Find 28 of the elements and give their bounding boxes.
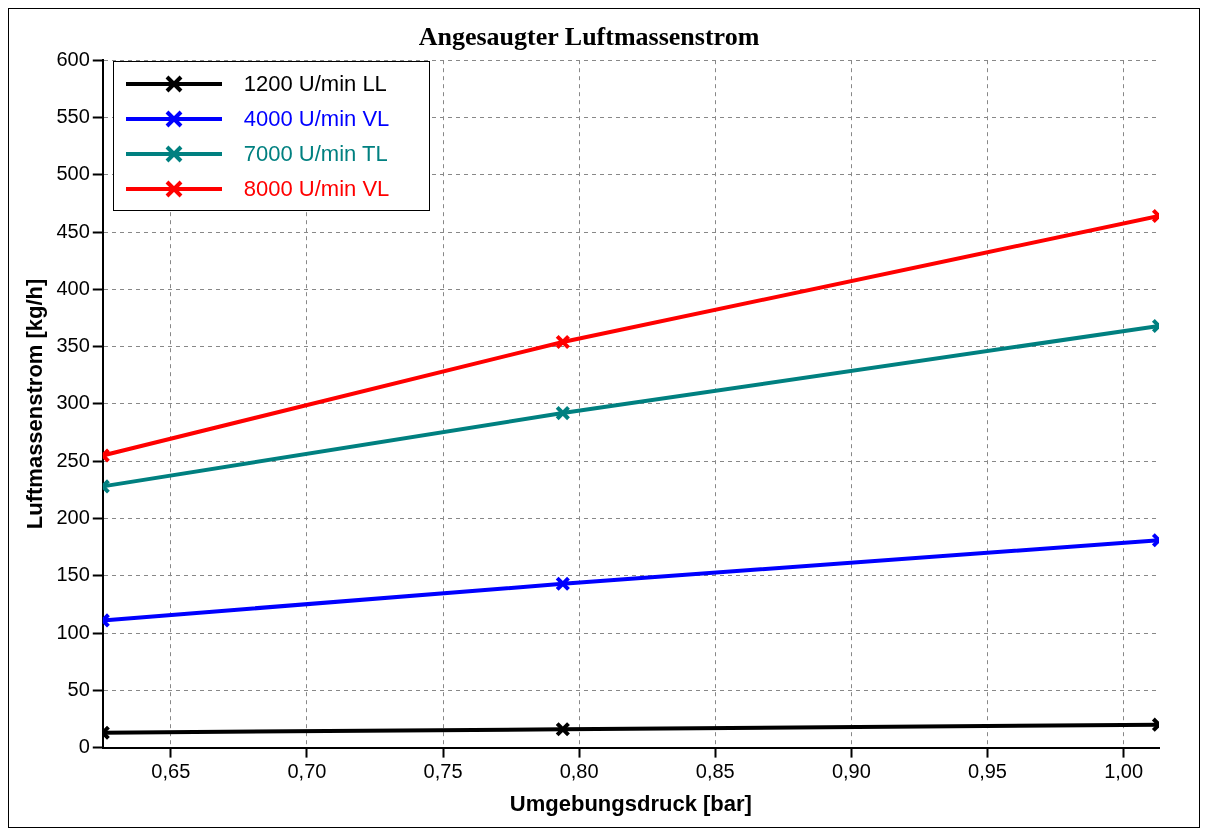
y-tick-label: 0 — [78, 735, 90, 758]
x-tick-label: 0,85 — [695, 760, 735, 783]
x-tick-label: 0,95 — [968, 760, 1007, 783]
legend-label: 4000 U/min VL — [243, 105, 390, 132]
y-tick-label: 400 — [56, 276, 90, 299]
legend-label: 8000 U/min VL — [243, 175, 390, 202]
legend-label: 1200 U/min LL — [243, 70, 387, 97]
y-tick-label: 350 — [56, 334, 90, 357]
chart-title: Angesaugter Luftmassenstrom — [418, 22, 760, 52]
y-tick-label: 100 — [56, 620, 90, 643]
y-tick-label: 250 — [56, 448, 90, 471]
y-tick-label: 600 — [56, 47, 90, 70]
x-axis-title: Umgebungsdruck [bar] — [509, 790, 752, 816]
x-tick-label: 0,65 — [151, 760, 191, 783]
y-axis-title: Luftmassenstrom [kg/h] — [22, 278, 48, 530]
legend-label: 7000 U/min TL — [243, 140, 388, 167]
y-tick-label: 50 — [67, 677, 90, 700]
y-tick-label: 150 — [56, 563, 90, 586]
x-tick-label: 0,75 — [423, 760, 463, 783]
y-tick-label: 450 — [56, 219, 90, 242]
x-tick-label: 0,70 — [287, 760, 327, 783]
y-tick-label: 200 — [56, 505, 90, 528]
y-tick-label: 500 — [56, 162, 90, 185]
x-tick-label: 0,90 — [831, 760, 871, 783]
y-tick-label: 300 — [56, 391, 90, 414]
x-tick-label: 1,00 — [1104, 760, 1144, 783]
y-tick-label: 550 — [56, 105, 90, 127]
x-tick-label: 0,80 — [559, 760, 599, 783]
